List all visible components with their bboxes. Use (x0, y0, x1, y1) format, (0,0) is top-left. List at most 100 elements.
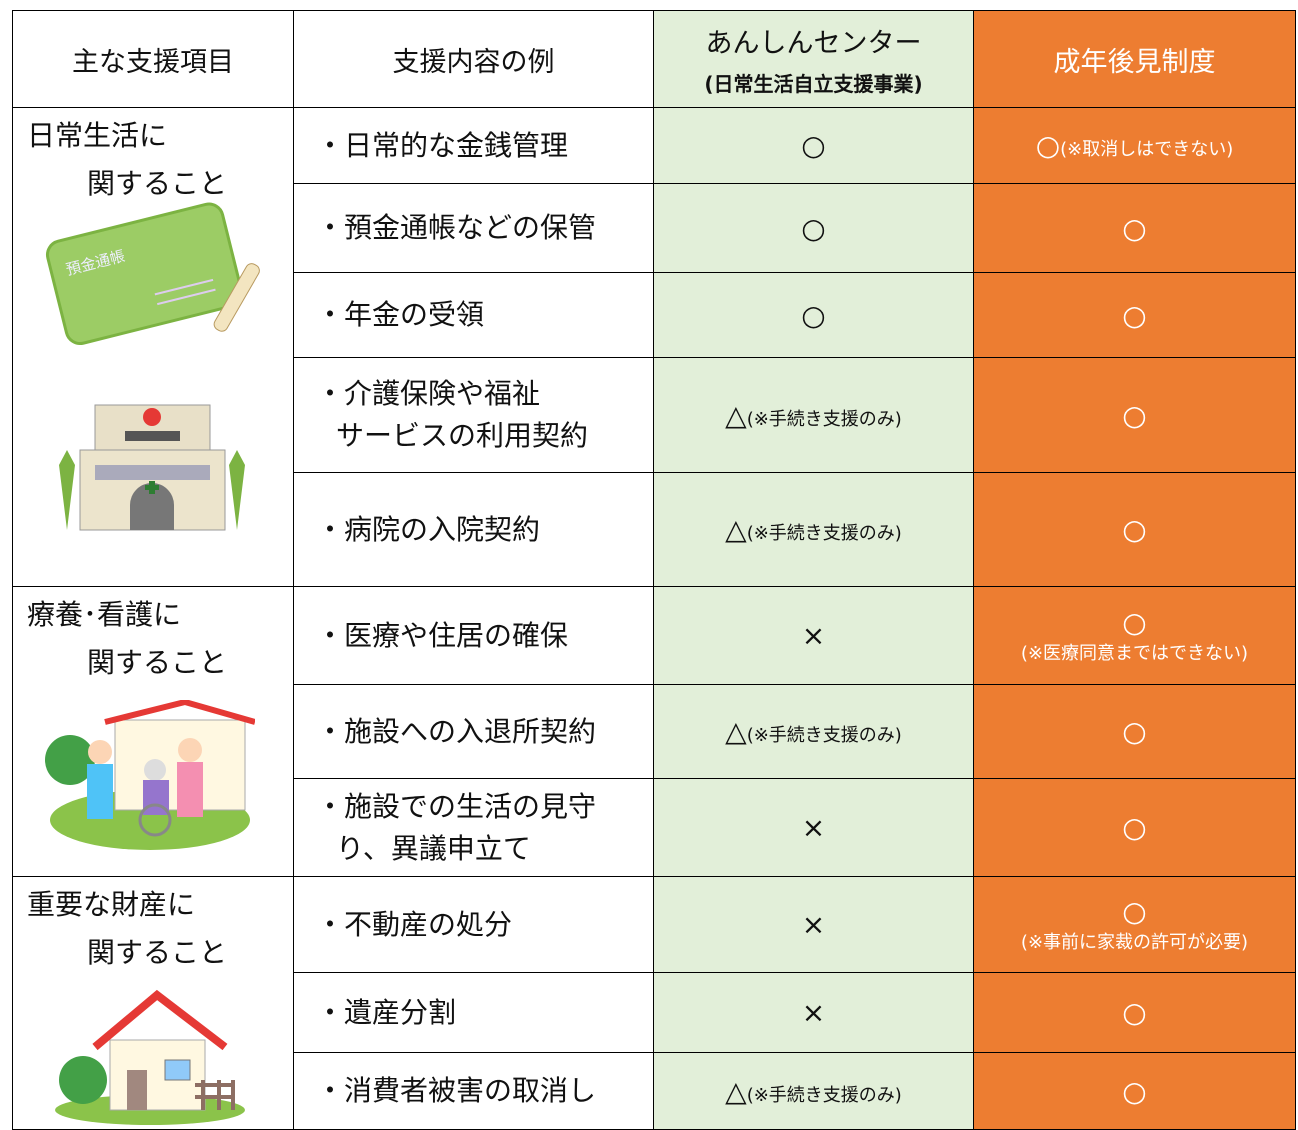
mark: ○ (1122, 1074, 1147, 1108)
mark-line: × (802, 996, 825, 1029)
header-label: あんしんセンター (705, 28, 922, 59)
item-text: ・施設での生活の見守 (316, 789, 597, 823)
hospital-illustration (59, 404, 245, 531)
item-cell: ・施設への入退所契約 (293, 684, 654, 779)
mark: ○ (801, 211, 826, 245)
item-text: ・医療や住居の確保 (316, 618, 569, 652)
anshin-cell: ○ (653, 272, 974, 358)
item-text: ・病院の入院契約 (316, 512, 541, 546)
note: (※手続き支援のみ) (746, 523, 902, 544)
care-illustration (45, 700, 255, 850)
item-cell: ・病院の入院契約 (293, 472, 654, 587)
mark-line: △(※手続き支援のみ) (725, 1075, 902, 1108)
mark-line: × (802, 619, 825, 652)
mark-line: △(※手続き支援のみ) (725, 513, 902, 546)
anshin-cell: △(※手続き支援のみ) (653, 684, 974, 779)
item-text: ・介護保険や福祉 (316, 377, 541, 410)
anshin-cell: × (653, 972, 974, 1053)
house-illustration (55, 989, 245, 1125)
note: (※手続き支援のみ) (746, 1084, 902, 1106)
mark: ○ (1122, 811, 1147, 844)
item-cell: ・消費者被害の取消し (293, 1052, 654, 1130)
mark-line: ○ (1122, 895, 1146, 928)
anshin-cell: × (653, 778, 974, 877)
group-cell: 療養･看護に関すること (12, 586, 294, 877)
group-label: 関すること (87, 646, 228, 679)
mark: △ (725, 1074, 747, 1108)
mark-line: × (802, 908, 825, 941)
mark: × (801, 908, 826, 941)
mark: × (801, 996, 826, 1029)
mark-line: ○ (1122, 513, 1146, 546)
anshin-cell: × (653, 876, 974, 973)
anshin-cell: × (653, 586, 974, 685)
item-text: ・消費者被害の取消し (316, 1074, 597, 1107)
item-cell: ・年金の受領 (293, 272, 654, 358)
kouken-cell: ○ (973, 1052, 1296, 1130)
mark-line: △(※手続き支援のみ) (725, 715, 902, 748)
group-label: 重要な財産に (27, 888, 196, 921)
mark: ○ (1122, 211, 1147, 245)
mark: △ (725, 715, 747, 748)
mark-line: ○ (1122, 996, 1146, 1029)
header-sublabel: (日常生活自立支援事業) (704, 72, 923, 96)
mark-line: ○ (1122, 399, 1146, 432)
mark-line: ○(※取消しはできない) (1036, 129, 1234, 162)
note: (※取消しはできない) (1060, 139, 1234, 160)
header-label: 成年後見制度 (1053, 46, 1216, 78)
mark-line: ○ (1122, 606, 1146, 639)
note: (※事前に家裁の許可が必要) (1020, 932, 1249, 953)
item-text: ・預金通帳などの保管 (316, 211, 597, 244)
header-cell: 成年後見制度 (973, 10, 1296, 108)
mark: × (801, 811, 826, 844)
mark-line: ○ (801, 212, 825, 245)
header-cell: 主な支援項目 (12, 10, 294, 108)
bankbook-illustration: 預金通帳 (45, 202, 260, 346)
item-text: ・施設への入退所契約 (316, 714, 597, 748)
kouken-cell: ○ (973, 183, 1296, 273)
mark: × (801, 619, 826, 652)
mark-line: × (802, 811, 825, 844)
mark-line: ○ (1122, 811, 1146, 844)
mark: ○ (1122, 513, 1147, 546)
mark-line: ○ (1122, 299, 1146, 332)
item-text: ・遺産分割 (316, 995, 457, 1029)
header-cell: あんしんセンター (日常生活自立支援事業) (653, 10, 974, 108)
anshin-cell: ○ (653, 107, 974, 184)
note: (※手続き支援のみ) (746, 408, 902, 430)
mark: ○ (1122, 715, 1147, 748)
mark-line: ○ (1122, 212, 1146, 245)
mark-line: ○ (801, 299, 825, 332)
mark: ○ (1122, 996, 1147, 1029)
kouken-cell: ○ (973, 357, 1296, 473)
mark: △ (725, 513, 747, 546)
note: (※医療同意まではできない) (1020, 643, 1249, 664)
group-label: 関すること (87, 936, 228, 969)
mark: △ (725, 398, 747, 432)
item-text: サービスの利用契約 (336, 419, 589, 452)
group-label: 療養･看護に (27, 598, 182, 631)
kouken-cell: ○ (973, 778, 1296, 877)
header-label: 支援内容の例 (392, 46, 555, 78)
item-text: ・不動産の処分 (316, 907, 513, 941)
item-cell: ・預金通帳などの保管 (293, 183, 654, 273)
mark-line: ○ (1122, 1075, 1146, 1108)
mark: ○ (801, 298, 826, 332)
kouken-cell: ○ (※医療同意まではできない) (973, 586, 1296, 685)
item-cell: ・不動産の処分 (293, 876, 654, 973)
group-label: 日常生活に (27, 119, 168, 152)
mark: ○ (1122, 298, 1147, 332)
mark-line: ○ (1122, 715, 1146, 748)
anshin-cell: △(※手続き支援のみ) (653, 1052, 974, 1130)
kouken-cell: ○ (※事前に家裁の許可が必要) (973, 876, 1296, 973)
note: (※手続き支援のみ) (746, 725, 902, 746)
header-cell: 支援内容の例 (293, 10, 654, 108)
group-label: 関すること (87, 167, 228, 200)
item-cell: ・介護保険や福祉サービスの利用契約 (293, 357, 654, 473)
mark-line: ○ (801, 129, 825, 162)
mark-line: △(※手続き支援のみ) (725, 399, 902, 432)
item-cell: ・施設での生活の見守 り、異議申立て (293, 778, 654, 877)
mark: ○ (1122, 895, 1147, 928)
anshin-cell: △(※手続き支援のみ) (653, 472, 974, 587)
